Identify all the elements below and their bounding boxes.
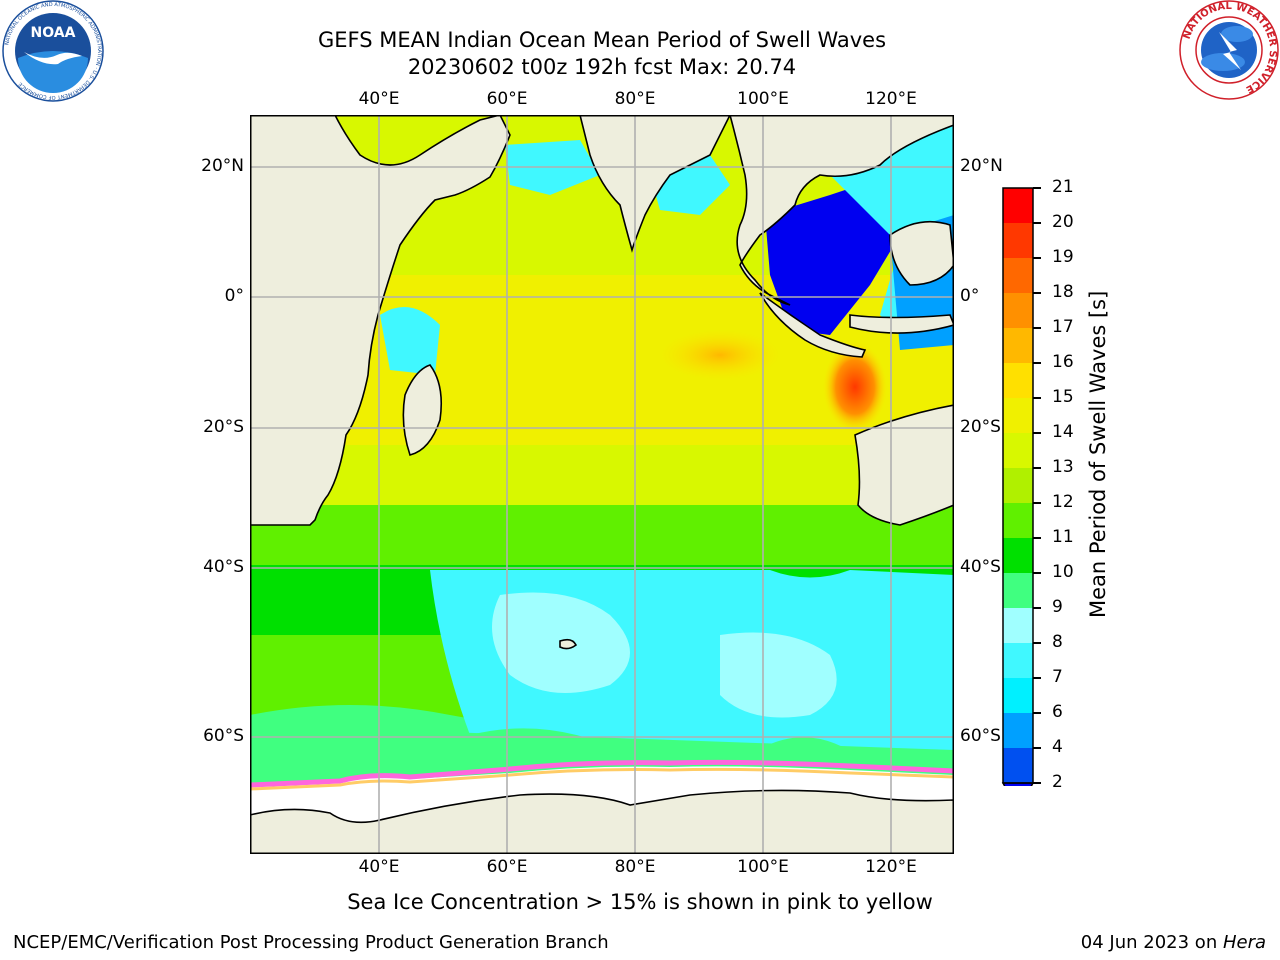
lat-tick-right: 40°S [960,557,1001,577]
land [250,115,954,854]
colorbar-tick-mark [1033,537,1041,539]
lat-tick-right: 60°S [960,726,1001,746]
colorbar [1000,186,1040,813]
colorbar-bin [1003,608,1033,643]
lon-tick-bottom: 100°E [737,857,789,877]
colorbar-bin [1003,503,1033,538]
colorbar-outline [1002,187,1034,784]
colorbar-tick-mark [1033,747,1041,749]
sea-ice-caption: Sea Ice Concentration > 15% is shown in … [347,890,933,914]
colorbar-bin [1003,223,1033,258]
ice-edge [250,759,954,788]
footer-host: Hera [1222,932,1266,953]
colorbar-bin [1003,293,1033,328]
colorbar-tick-mark [1033,362,1041,364]
lat-tick-right: 20°N [960,156,1003,176]
lat-tick-left: 0° [224,286,244,306]
colorbar-bin [1003,643,1033,678]
colorbar-tick-label: 14 [1052,422,1074,442]
colorbar-bin [1003,538,1033,573]
colorbar-bin [1003,468,1033,503]
colorbar-bin [1003,328,1033,363]
lat-tick-right: 20°S [960,417,1001,437]
lon-tick-top: 100°E [737,89,789,109]
colorbar-tick-label: 2 [1052,772,1063,792]
swell-period-map [250,115,954,854]
lon-tick-top: 120°E [865,89,917,109]
colorbar-tick-label: 16 [1052,352,1074,372]
noaa-logo: NOAA NATIONAL OCEANIC AND ATMOSPHERIC AD… [2,0,104,102]
colorbar-bin [1003,678,1033,713]
colorbar-tick-mark [1033,712,1041,714]
colorbar-bin [1003,433,1033,468]
colorbar-bin [1003,713,1033,748]
colorbar-tick-label: 18 [1052,282,1074,302]
footer-date: 04 Jun 2023 on Hera [1081,932,1266,953]
colorbar-bin [1003,363,1033,398]
chart-subtitle: 20230602 t00z 192h fcst Max: 20.74 [407,55,797,79]
colorbar-bin [1003,573,1033,608]
colorbar-tick-mark [1033,222,1041,224]
colorbar-tick-label: 10 [1052,562,1074,582]
lon-tick-bottom: 60°E [486,857,528,877]
colorbar-tick-label: 17 [1052,317,1074,337]
footer-date-text: 04 Jun 2023 on [1080,932,1223,953]
footer-credit: NCEP/EMC/Verification Post Processing Pr… [13,932,609,953]
colorbar-tick-mark [1033,502,1041,504]
lat-tick-left: 40°S [203,557,244,577]
colorbar-tick-label: 6 [1052,702,1063,722]
lat-tick-left: 60°S [203,726,244,746]
colorbar-title: Mean Period of Swell Waves [s] [1086,290,1110,618]
colorbar-tick-mark [1033,467,1041,469]
chart-title: GEFS MEAN Indian Ocean Mean Period of Sw… [317,28,887,52]
colorbar-tick-label: 21 [1052,177,1074,197]
colorbar-tick-label: 15 [1052,387,1074,407]
colorbar-bin [1003,398,1033,433]
colorbar-tick-mark [1033,257,1041,259]
period-below-2-area [765,175,900,335]
colorbar-tick-mark [1033,292,1041,294]
colorbar-tick-label: 20 [1052,212,1074,232]
map-border [250,115,954,854]
lon-tick-top: 60°E [486,89,528,109]
noaa-wordmark: NOAA [31,25,76,41]
colorbar-bin [1003,258,1033,293]
lon-tick-bottom: 120°E [865,857,917,877]
lon-tick-top: 40°E [358,89,400,109]
colorbar-tick-mark [1033,187,1041,189]
colorbar-tick-label: 4 [1052,737,1063,757]
lat-tick-left: 20°N [201,156,244,176]
colorbar-tick-label: 12 [1052,492,1074,512]
lon-tick-bottom: 80°E [614,857,656,877]
colorbar-tick-label: 13 [1052,457,1074,477]
lat-tick-left: 20°S [203,417,244,437]
colorbar-tick-mark [1033,677,1041,679]
colorbar-tick-label: 19 [1052,247,1074,267]
colorbar-tick-mark [1033,432,1041,434]
colorbar-tick-mark [1033,572,1041,574]
colorbar-tick-mark [1033,642,1041,644]
colorbar-bin [1003,188,1033,223]
lon-tick-top: 80°E [614,89,656,109]
colorbar-tick-label: 11 [1052,527,1074,547]
colorbar-tick-label: 7 [1052,667,1063,687]
colorbar-tick-mark [1033,397,1041,399]
colorbar-tick-mark [1033,782,1041,784]
colorbar-tick-label: 8 [1052,632,1063,652]
colorbar-bin [1003,748,1033,783]
colorbar-tick-label: 9 [1052,597,1063,617]
colorbar-tick-mark [1033,327,1041,329]
lon-tick-bottom: 40°E [358,857,400,877]
graticule [250,115,954,854]
max-period-hotspot [823,342,887,432]
lat-tick-right: 0° [960,286,980,306]
nws-logo: NATIONAL WEATHER SERVICE [1179,0,1279,100]
colorbar-tick-mark [1033,607,1041,609]
